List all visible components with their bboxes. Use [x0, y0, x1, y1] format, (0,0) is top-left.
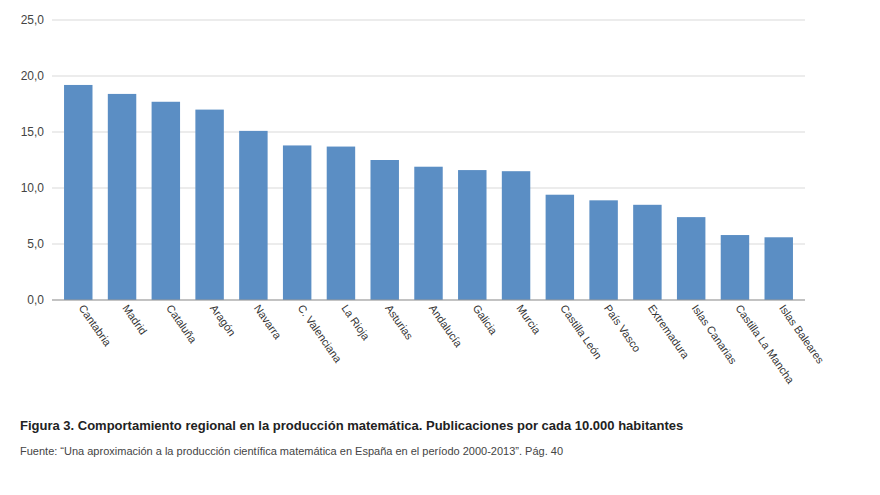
x-axis: CantabriaMadrid Cataluña Aragón Navarra C. V… — [52, 300, 827, 387]
bar — [765, 237, 793, 300]
x-tick-label: Extremadura — [646, 302, 692, 361]
y-tick-label: 20,0 — [21, 69, 45, 83]
y-tick-label: 5,0 — [27, 237, 44, 251]
bar — [633, 205, 661, 300]
grid-line — [52, 76, 805, 77]
bar — [458, 170, 486, 300]
x-tick-label: La Rioja — [339, 302, 372, 343]
x-tick-label: Asturias — [383, 302, 416, 342]
bar — [108, 94, 136, 300]
grid-line — [52, 300, 805, 301]
x-tick-label: C. Valenciana — [296, 302, 345, 365]
annotation: Fuente: “Una aproximación a la producció… — [20, 445, 563, 457]
x-tick-label: Navarra — [252, 302, 285, 342]
bar — [677, 217, 705, 300]
bar — [589, 200, 617, 300]
y-tick-label: 25,0 — [21, 13, 45, 27]
bar — [283, 145, 311, 300]
x-tick-label: Islas Baleares — [777, 302, 827, 366]
bar — [546, 195, 574, 300]
grid-line — [52, 20, 805, 21]
bar — [327, 147, 355, 300]
x-tick-label: País Vasco — [602, 302, 643, 354]
chart-container: 0,0 5,0 10,0 15,0 20,0 25,0 CantabriaMadrid Cat… — [0, 0, 880, 495]
y-tick-label: 10,0 — [21, 181, 45, 195]
bar — [239, 131, 267, 300]
bars — [64, 85, 793, 300]
y-tick-label: 15,0 — [21, 125, 45, 139]
y-axis: 0,0 5,0 10,0 15,0 20,0 25,0 — [21, 13, 805, 307]
bar — [721, 235, 749, 300]
x-tick-label: Aragón — [208, 302, 238, 338]
bar — [370, 160, 398, 300]
x-tick-label: Galicia — [471, 302, 501, 337]
x-tick-label: Murcia — [514, 302, 543, 337]
title: Figura 3. Comportamiento regional en la … — [20, 418, 683, 433]
x-tick-label: Cataluña — [164, 302, 200, 346]
caption: Figura 3. Comportamiento regional en la … — [20, 418, 683, 457]
bar — [152, 102, 180, 300]
x-tick-label: Castilla León — [558, 302, 604, 361]
x-tick-label: Islas Canarias — [690, 302, 740, 366]
y-tick-label: 0,0 — [27, 293, 44, 307]
x-tick-label: Cantabria — [77, 302, 115, 349]
x-tick-label: Madrid — [120, 302, 149, 336]
bar — [502, 171, 530, 300]
chart: 0,0 5,0 10,0 15,0 20,0 25,0 CantabriaMadrid Cat… — [0, 0, 880, 495]
bar — [64, 85, 92, 300]
x-tick-label: Andalucía — [427, 302, 465, 350]
bar — [195, 110, 223, 300]
x-axis-line — [52, 300, 805, 301]
bar — [414, 167, 442, 300]
